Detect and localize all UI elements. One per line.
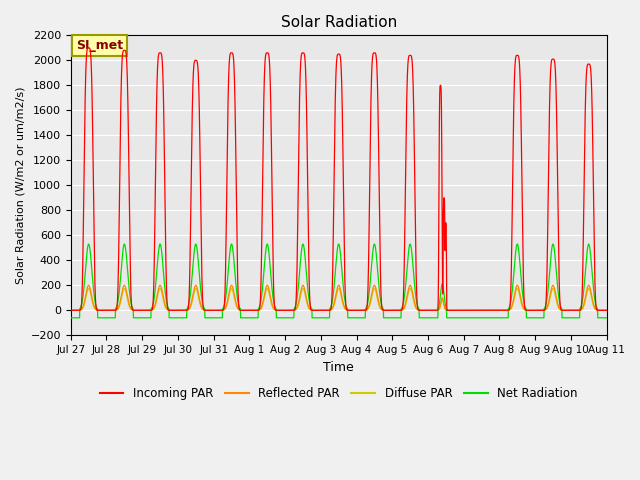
Text: SI_met: SI_met xyxy=(76,39,124,52)
Legend: Incoming PAR, Reflected PAR, Diffuse PAR, Net Radiation: Incoming PAR, Reflected PAR, Diffuse PAR… xyxy=(95,382,582,404)
Y-axis label: Solar Radiation (W/m2 or um/m2/s): Solar Radiation (W/m2 or um/m2/s) xyxy=(15,86,25,284)
X-axis label: Time: Time xyxy=(323,360,354,373)
Title: Solar Radiation: Solar Radiation xyxy=(280,15,397,30)
